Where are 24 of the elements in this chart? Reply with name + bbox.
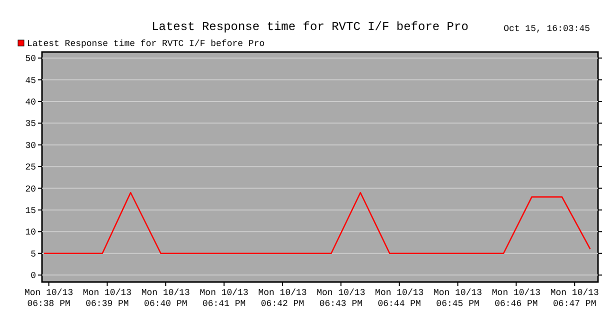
y-tick-label: 50 [25, 54, 36, 64]
chart-title: Latest Response time for RVTC I/F before Pro [152, 20, 468, 34]
y-tick-label: 25 [25, 162, 36, 173]
y-tick-label: 40 [25, 97, 36, 108]
y-tick-label: 5 [30, 249, 36, 260]
y-tick-label: 35 [25, 119, 36, 130]
x-tick-label: Mon 10/13 06:46 PM [492, 288, 541, 309]
x-tick-label: Mon 10/13 06:38 PM [24, 288, 74, 309]
y-tick-label: 45 [25, 76, 36, 86]
y-tick-label: 15 [25, 206, 36, 216]
x-tick-label: Mon 10/13 06:39 PM [82, 288, 132, 309]
y-tick-label: 10 [25, 228, 36, 238]
x-tick-label: Mon 10/13 06:47 PM [550, 288, 599, 309]
x-tick-label: Mon 10/13 06:42 PM [258, 288, 307, 309]
x-tick-label: Mon 10/13 06:40 PM [141, 288, 190, 309]
x-tick-label: Mon 10/13 06:44 PM [375, 288, 424, 309]
x-tick-label: Mon 10/13 06:41 PM [200, 288, 248, 309]
x-tick-label: Mon 10/13 06:45 PM [433, 288, 482, 309]
legend-label: Latest Response time for RVTC I/F before Pro [27, 39, 265, 49]
x-tick-label: Mon 10/13 06:43 PM [316, 288, 366, 309]
y-tick-label: 20 [25, 184, 36, 194]
y-tick-label: 30 [25, 140, 36, 151]
chart-subtitle: Oct 15, 16:03:45 [504, 24, 590, 34]
y-tick-label: 0 [30, 271, 36, 282]
